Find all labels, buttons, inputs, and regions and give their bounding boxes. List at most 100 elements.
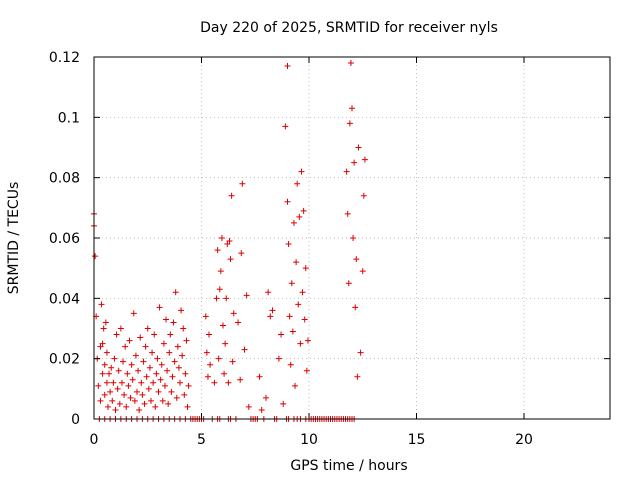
data-point [141,400,148,407]
y-axis-label: SRMTID / TECUs [6,182,22,295]
data-point [284,198,291,205]
data-point [136,406,143,413]
data-point [295,301,302,308]
data-point [361,156,368,163]
data-point [241,346,248,353]
data-point [138,379,145,386]
data-point [151,331,158,338]
data-point [126,337,133,344]
data-point [155,388,162,395]
data-point [150,379,157,386]
data-point [222,340,229,347]
data-point [124,370,131,377]
data-point [213,295,220,302]
data-point [347,60,354,67]
data-point [185,382,192,389]
data-point [99,340,106,347]
x-tick-label: 0 [90,432,99,448]
data-point [290,219,297,226]
data-point [256,373,263,380]
data-point [243,292,250,299]
data-point [303,367,310,374]
data-point [152,403,159,410]
data-point [97,397,104,404]
data-point [178,307,185,314]
data-point [164,367,171,374]
data-point [111,355,118,362]
data-point [112,406,119,413]
data-point [360,192,367,199]
data-point [217,268,224,275]
data-point [299,289,306,296]
data-point [353,256,360,263]
data-point [114,385,121,392]
data-point [137,334,144,341]
data-point [101,361,108,368]
data-point [226,238,233,245]
data-point [355,144,362,151]
data-point [128,361,135,368]
data-point [301,316,308,323]
data-point [203,349,210,356]
data-point [211,379,218,386]
data-point [286,313,293,320]
data-point [108,364,115,371]
data-point [263,394,269,401]
data-point [287,361,294,368]
data-point [167,331,174,338]
y-tick-labels: 0 0.02 0.04 0.06 0.08 0.1 0.12 [49,50,80,428]
data-point [275,355,282,362]
data-point [92,253,99,260]
data-point [156,304,163,311]
data-point [127,394,134,401]
data-point [216,286,223,293]
data-point [220,322,226,329]
data-point [357,349,364,356]
data-point [99,370,106,377]
data-point [169,373,176,380]
data-point [116,400,123,407]
data-point [120,358,127,365]
y-tick-label: 0.08 [49,171,80,187]
data-point [101,391,108,398]
data-point [351,159,358,166]
data-point [183,337,190,344]
data-point [144,325,151,332]
data-point [179,352,186,359]
data-point [117,325,124,332]
data-point [180,325,187,332]
data-point [350,235,357,241]
axis-ticks [93,56,610,420]
data-point [278,331,285,338]
data-point [168,388,175,395]
data-point [134,388,140,395]
data-point [269,307,276,314]
data-point [346,120,353,127]
data-point [345,280,352,287]
data-point [172,289,179,296]
data-point [123,403,130,410]
y-tick-label: 0.06 [49,231,80,247]
data-point [110,379,117,386]
data-point [154,355,161,362]
data-point [207,361,214,368]
data-point [103,379,110,386]
data-point [245,403,252,410]
data-point [292,382,299,389]
data-point [229,358,236,365]
data-point [352,304,359,311]
x-tick-label: 5 [197,432,206,448]
x-tick-label: 15 [408,432,426,448]
x-tick-label: 10 [300,432,318,448]
data-point [135,367,142,374]
data-point [158,361,165,368]
data-point [218,235,225,241]
data-point [97,343,104,350]
data-point [121,391,128,398]
data-point [300,207,307,214]
data-point [161,382,168,389]
data-point [177,379,183,386]
x-axis-label: GPS time / hours [290,458,407,474]
data-point [102,319,109,326]
data-point [115,367,122,374]
